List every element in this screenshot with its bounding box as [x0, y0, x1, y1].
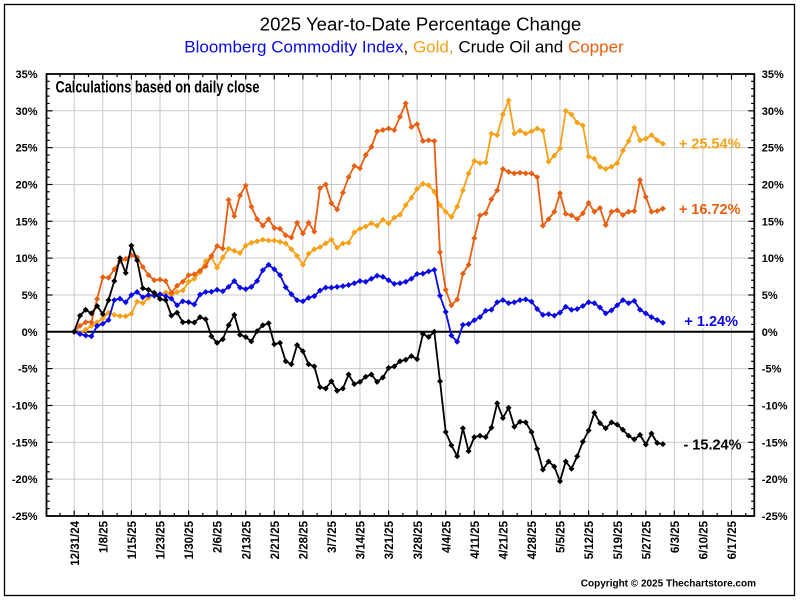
- svg-text:5/12/25: 5/12/25: [584, 520, 596, 559]
- svg-text:-20%: -20%: [12, 474, 38, 486]
- svg-text:3/14/25: 3/14/25: [356, 520, 368, 559]
- svg-text:0%: 0%: [762, 327, 778, 339]
- svg-text:25%: 25%: [762, 143, 784, 155]
- svg-text:6/17/25: 6/17/25: [727, 520, 739, 559]
- svg-text:5/19/25: 5/19/25: [613, 520, 625, 559]
- svg-text:-5%: -5%: [18, 364, 38, 376]
- svg-text:+ 16.72%: + 16.72%: [679, 202, 741, 218]
- svg-text:5%: 5%: [22, 290, 38, 302]
- svg-text:Bloomberg Commodity Index, Gol: Bloomberg Commodity Index, Gold, Crude O…: [184, 37, 624, 56]
- svg-text:4/21/25: 4/21/25: [499, 520, 511, 559]
- svg-text:5/5/25: 5/5/25: [556, 520, 568, 553]
- svg-text:12/31/24: 12/31/24: [70, 520, 82, 565]
- svg-text:-10%: -10%: [12, 401, 38, 413]
- svg-text:2/6/25: 2/6/25: [213, 520, 225, 553]
- svg-text:-15%: -15%: [12, 437, 38, 449]
- svg-text:4/4/25: 4/4/25: [441, 520, 453, 553]
- svg-text:10%: 10%: [15, 253, 37, 265]
- svg-text:2/21/25: 2/21/25: [270, 520, 282, 559]
- svg-text:2025 Year-to-Date Percentage C: 2025 Year-to-Date Percentage Change: [260, 14, 582, 35]
- svg-text:6/3/25: 6/3/25: [670, 520, 682, 553]
- svg-text:20%: 20%: [762, 180, 784, 192]
- svg-text:Calculations based on daily cl: Calculations based on daily close: [56, 79, 260, 97]
- svg-text:-15%: -15%: [762, 437, 788, 449]
- svg-text:1/8/25: 1/8/25: [98, 520, 110, 553]
- svg-text:0%: 0%: [22, 327, 38, 339]
- svg-text:20%: 20%: [15, 180, 37, 192]
- svg-text:4/11/25: 4/11/25: [470, 520, 482, 558]
- svg-text:-25%: -25%: [762, 511, 788, 523]
- svg-text:3/21/25: 3/21/25: [384, 520, 396, 559]
- svg-text:5/27/25: 5/27/25: [641, 520, 653, 559]
- svg-text:3/28/25: 3/28/25: [413, 520, 425, 559]
- svg-text:-5%: -5%: [762, 364, 782, 376]
- svg-text:15%: 15%: [15, 216, 37, 228]
- svg-text:+ 25.54%: + 25.54%: [679, 137, 741, 153]
- svg-text:10%: 10%: [762, 253, 784, 265]
- svg-text:15%: 15%: [762, 216, 784, 228]
- svg-text:3/7/25: 3/7/25: [327, 520, 339, 553]
- svg-text:1/23/25: 1/23/25: [156, 520, 168, 559]
- svg-text:25%: 25%: [15, 143, 37, 155]
- svg-text:4/28/25: 4/28/25: [527, 520, 539, 559]
- svg-text:6/10/25: 6/10/25: [699, 520, 711, 559]
- svg-text:-25%: -25%: [12, 511, 38, 523]
- svg-text:2/28/25: 2/28/25: [299, 520, 311, 559]
- svg-text:+ 1.24%: + 1.24%: [684, 314, 738, 330]
- svg-text:30%: 30%: [15, 106, 37, 118]
- svg-text:1/30/25: 1/30/25: [184, 520, 196, 559]
- svg-text:35%: 35%: [762, 69, 784, 81]
- svg-text:30%: 30%: [762, 106, 784, 118]
- svg-text:5%: 5%: [762, 290, 778, 302]
- svg-text:2/13/25: 2/13/25: [241, 520, 253, 559]
- svg-text:35%: 35%: [15, 69, 37, 81]
- svg-text:-20%: -20%: [762, 474, 788, 486]
- svg-text:Copyright © 2025 Thechartstore: Copyright © 2025 Thechartstore.com: [581, 579, 756, 590]
- svg-text:-10%: -10%: [762, 401, 788, 413]
- svg-text:- 15.24%: - 15.24%: [683, 438, 741, 454]
- svg-text:1/15/25: 1/15/25: [127, 520, 139, 559]
